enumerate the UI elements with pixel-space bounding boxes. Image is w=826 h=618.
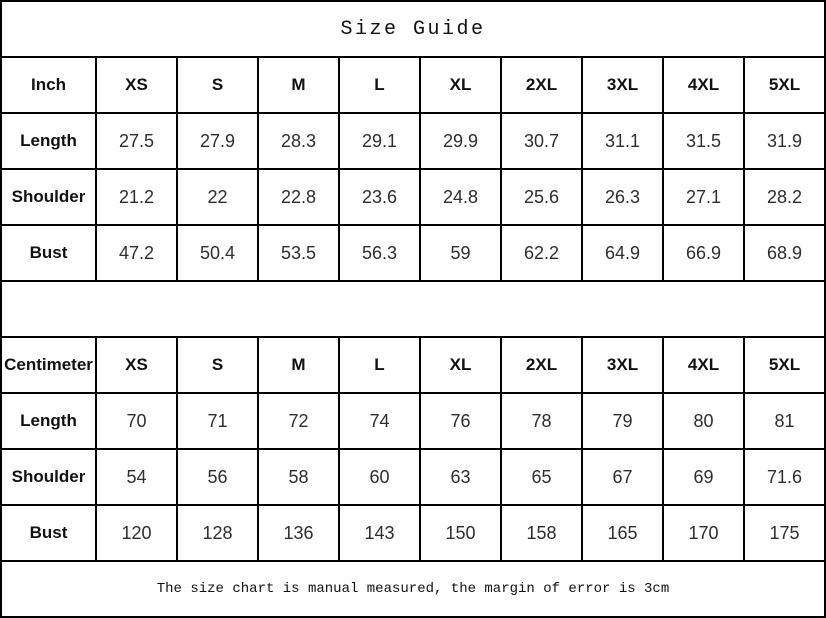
size-header-cell: M (257, 336, 340, 394)
inch-shoulder-row: Shoulder 21.2 22 22.8 23.6 24.8 25.6 26.… (0, 168, 826, 226)
value-cell: 25.6 (500, 168, 583, 226)
value-cell: 69 (662, 448, 745, 506)
title-row: Size Guide (0, 0, 826, 58)
value-cell: 80 (662, 392, 745, 450)
value-cell: 71 (176, 392, 259, 450)
size-header-cell: 5XL (743, 336, 826, 394)
size-header-cell: 3XL (581, 56, 664, 114)
inch-header-row: Inch XS S M L XL 2XL 3XL 4XL 5XL (0, 56, 826, 114)
centimeter-header-row: Centimeter XS S M L XL 2XL 3XL 4XL 5XL (0, 336, 826, 394)
footer-row: The size chart is manual measured, the m… (0, 560, 826, 618)
value-cell: 81 (743, 392, 826, 450)
size-header-cell: L (338, 336, 421, 394)
value-cell: 30.7 (500, 112, 583, 170)
inch-length-row: Length 27.5 27.9 28.3 29.1 29.9 30.7 31.… (0, 112, 826, 170)
spacer-cell (0, 280, 826, 338)
value-cell: 66.9 (662, 224, 745, 282)
value-cell: 23.6 (338, 168, 421, 226)
value-cell: 65 (500, 448, 583, 506)
value-cell: 22.8 (257, 168, 340, 226)
size-header-cell: M (257, 56, 340, 114)
value-cell: 28.3 (257, 112, 340, 170)
size-header-cell: 2XL (500, 336, 583, 394)
value-cell: 27.9 (176, 112, 259, 170)
size-header-cell: XL (419, 56, 502, 114)
value-cell: 64.9 (581, 224, 664, 282)
value-cell: 120 (95, 504, 178, 562)
centimeter-length-row: Length 70 71 72 74 76 78 79 80 81 (0, 392, 826, 450)
value-cell: 72 (257, 392, 340, 450)
size-header-cell: S (176, 56, 259, 114)
value-cell: 165 (581, 504, 664, 562)
value-cell: 63 (419, 448, 502, 506)
value-cell: 150 (419, 504, 502, 562)
value-cell: 21.2 (95, 168, 178, 226)
value-cell: 47.2 (95, 224, 178, 282)
size-header-cell: XL (419, 336, 502, 394)
size-header-cell: 4XL (662, 56, 745, 114)
row-label-cell: Bust (0, 504, 97, 562)
value-cell: 24.8 (419, 168, 502, 226)
value-cell: 31.1 (581, 112, 664, 170)
value-cell: 128 (176, 504, 259, 562)
value-cell: 31.9 (743, 112, 826, 170)
value-cell: 70 (95, 392, 178, 450)
value-cell: 50.4 (176, 224, 259, 282)
value-cell: 67 (581, 448, 664, 506)
value-cell: 68.9 (743, 224, 826, 282)
value-cell: 74 (338, 392, 421, 450)
value-cell: 71.6 (743, 448, 826, 506)
value-cell: 58 (257, 448, 340, 506)
value-cell: 143 (338, 504, 421, 562)
value-cell: 79 (581, 392, 664, 450)
row-label-cell: Shoulder (0, 168, 97, 226)
row-label-cell: Length (0, 392, 97, 450)
footnote-text: The size chart is manual measured, the m… (0, 560, 826, 618)
value-cell: 158 (500, 504, 583, 562)
value-cell: 27.1 (662, 168, 745, 226)
value-cell: 62.2 (500, 224, 583, 282)
spacer-row (0, 280, 826, 338)
size-header-cell: 4XL (662, 336, 745, 394)
value-cell: 56.3 (338, 224, 421, 282)
value-cell: 59 (419, 224, 502, 282)
value-cell: 76 (419, 392, 502, 450)
value-cell: 28.2 (743, 168, 826, 226)
unit-header-centimeter: Centimeter (0, 336, 97, 394)
value-cell: 78 (500, 392, 583, 450)
page-title: Size Guide (0, 0, 826, 58)
value-cell: 175 (743, 504, 826, 562)
value-cell: 26.3 (581, 168, 664, 226)
size-header-cell: 2XL (500, 56, 583, 114)
value-cell: 27.5 (95, 112, 178, 170)
value-cell: 56 (176, 448, 259, 506)
row-label-cell: Bust (0, 224, 97, 282)
value-cell: 22 (176, 168, 259, 226)
size-header-cell: 5XL (743, 56, 826, 114)
centimeter-shoulder-row: Shoulder 54 56 58 60 63 65 67 69 71.6 (0, 448, 826, 506)
value-cell: 60 (338, 448, 421, 506)
value-cell: 31.5 (662, 112, 745, 170)
size-header-cell: XS (95, 56, 178, 114)
unit-header-inch: Inch (0, 56, 97, 114)
value-cell: 53.5 (257, 224, 340, 282)
row-label-cell: Length (0, 112, 97, 170)
value-cell: 29.1 (338, 112, 421, 170)
size-header-cell: L (338, 56, 421, 114)
row-label-cell: Shoulder (0, 448, 97, 506)
size-header-cell: 3XL (581, 336, 664, 394)
size-header-cell: S (176, 336, 259, 394)
inch-bust-row: Bust 47.2 50.4 53.5 56.3 59 62.2 64.9 66… (0, 224, 826, 282)
value-cell: 29.9 (419, 112, 502, 170)
value-cell: 136 (257, 504, 340, 562)
value-cell: 170 (662, 504, 745, 562)
centimeter-bust-row: Bust 120 128 136 143 150 158 165 170 175 (0, 504, 826, 562)
value-cell: 54 (95, 448, 178, 506)
size-header-cell: XS (95, 336, 178, 394)
